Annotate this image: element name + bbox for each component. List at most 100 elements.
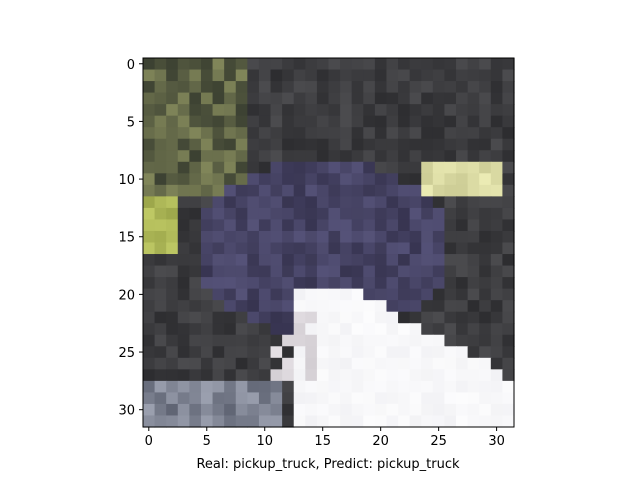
pixel [328, 138, 341, 151]
pixel [212, 311, 225, 324]
pixel [409, 403, 422, 417]
pixel [293, 369, 306, 382]
pixel [270, 161, 283, 174]
pixel [456, 173, 469, 186]
pixel [351, 254, 364, 267]
pixel [398, 127, 411, 140]
pixel [421, 415, 434, 428]
pixel [340, 311, 353, 324]
pixel [224, 69, 237, 82]
pixel [305, 92, 318, 105]
pixel [166, 184, 179, 197]
pixel [456, 92, 469, 105]
pixel [293, 69, 306, 82]
pixel [456, 334, 469, 347]
pixel [258, 415, 272, 428]
pixel [189, 392, 202, 405]
pixel [467, 346, 480, 359]
pixel [143, 357, 156, 370]
pixel [316, 230, 330, 244]
pixel [166, 300, 179, 313]
pixel [456, 311, 469, 324]
pixel [444, 173, 457, 186]
pixel [258, 219, 272, 232]
pixel [258, 138, 272, 151]
pixel [328, 92, 341, 105]
pixel [456, 288, 469, 301]
pixel [374, 288, 388, 301]
pixel [200, 415, 214, 428]
pixel [467, 323, 480, 336]
pixel [143, 184, 156, 197]
pixel [154, 392, 167, 405]
pixel [270, 415, 283, 428]
pixel [351, 230, 364, 244]
pixel [490, 288, 503, 301]
pixel [502, 58, 515, 71]
pixel [351, 334, 364, 347]
pixel [189, 184, 202, 197]
pixel [351, 277, 364, 290]
pixel [143, 311, 156, 324]
pixel [212, 196, 225, 209]
pixel [316, 311, 330, 324]
pixel [235, 127, 248, 140]
pixel [328, 69, 341, 82]
pixel [444, 161, 457, 174]
pixel [490, 311, 503, 324]
pixel [421, 184, 434, 197]
pixel [432, 69, 446, 82]
pixel [258, 380, 272, 394]
pixel [154, 288, 167, 301]
pixel [316, 277, 330, 290]
pixel [189, 69, 202, 82]
pixel [328, 173, 341, 186]
pixel [247, 415, 260, 428]
pixel [270, 311, 283, 324]
pixel [374, 311, 388, 324]
pixel [293, 242, 306, 255]
pixel [374, 230, 388, 244]
pixel [293, 58, 306, 71]
pixel [270, 254, 283, 267]
pixel [456, 81, 469, 94]
pixel [166, 380, 179, 394]
pixel [235, 403, 248, 417]
pixel [247, 334, 260, 347]
pixel [200, 104, 214, 117]
x-tick-label: 20 [372, 434, 389, 449]
pixel [316, 92, 330, 105]
pixel [479, 254, 492, 267]
pixel [258, 369, 272, 382]
pixel [177, 357, 190, 370]
pixel [502, 357, 515, 370]
pixel [305, 230, 318, 244]
pixel [154, 115, 167, 128]
pixel [282, 173, 295, 186]
pixel [398, 265, 411, 278]
pixel [502, 173, 515, 186]
pixel [421, 196, 434, 209]
pixel [502, 415, 515, 428]
pixel [235, 242, 248, 255]
pixel [258, 346, 272, 359]
pixel [502, 346, 515, 359]
pixel [177, 115, 190, 128]
pixel [247, 392, 260, 405]
pixel [490, 323, 503, 336]
pixel [200, 184, 214, 197]
pixel [282, 392, 295, 405]
pixel [282, 69, 295, 82]
pixel [456, 161, 469, 174]
pixel [502, 392, 515, 405]
pixel [270, 173, 283, 186]
pixel [340, 58, 353, 71]
pixel [490, 196, 503, 209]
pixel [398, 230, 411, 244]
pixel [351, 104, 364, 117]
pixel [456, 207, 469, 221]
pixel [456, 242, 469, 255]
pixel [212, 138, 225, 151]
pixel [490, 357, 503, 370]
pixel [200, 403, 214, 417]
